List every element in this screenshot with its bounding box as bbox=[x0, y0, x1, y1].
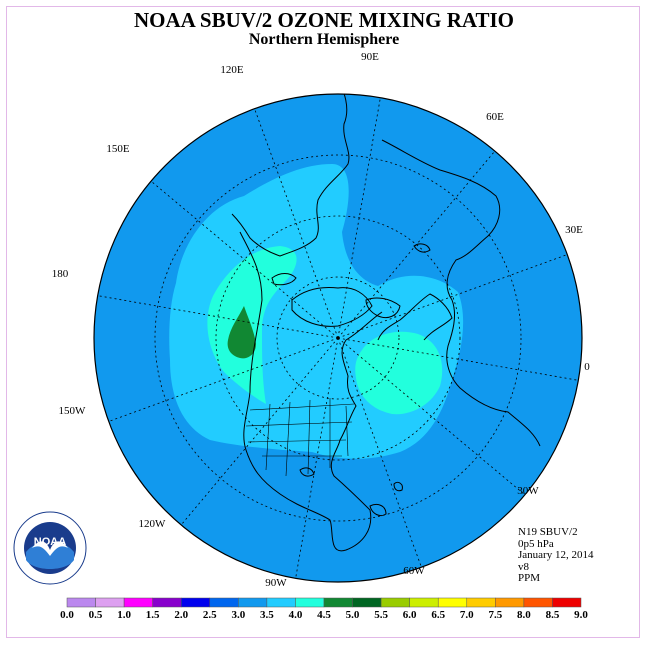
lon-label-180: 180 bbox=[52, 268, 69, 280]
lon-label-60w: 60W bbox=[403, 565, 425, 577]
longitude-labels: 90E 60E 30E 0 30W 60W 90W 120W 150W 180 … bbox=[52, 51, 591, 589]
colorbar-swatch bbox=[123, 597, 153, 608]
date-label: January 12, 2014 bbox=[518, 549, 594, 561]
meridian-line bbox=[295, 337, 339, 579]
colorbar-tick-label: 4.5 bbox=[317, 609, 331, 621]
colorbar-tick-label: 3.5 bbox=[260, 609, 274, 621]
colorbar-swatch bbox=[466, 597, 496, 608]
lon-label-90e: 90E bbox=[361, 51, 379, 63]
lon-label-120e: 120E bbox=[220, 64, 244, 76]
plot-frame bbox=[6, 6, 640, 638]
colorbar-swatch bbox=[352, 597, 382, 608]
contour-band-3-5-pacific bbox=[207, 246, 297, 404]
version-label: v8 bbox=[518, 560, 529, 573]
logo-text: NOAA bbox=[34, 536, 66, 548]
colorbar-swatch bbox=[66, 597, 96, 608]
colorbar-swatch bbox=[437, 597, 468, 608]
coastlines bbox=[231, 94, 541, 552]
graticule bbox=[154, 154, 522, 522]
colorbar-tick-label: 9.0 bbox=[574, 609, 588, 621]
meridian-line bbox=[108, 337, 339, 422]
map-title: NOAA SBUV/2 OZONE MIXING RATIO bbox=[134, 8, 514, 32]
satellite-label: N19 SBUV/2 bbox=[518, 526, 578, 538]
colorbar-tick-label: 8.0 bbox=[517, 609, 531, 621]
map-subtitle: Northern Hemisphere bbox=[248, 31, 400, 48]
contour-band-4-5-peak bbox=[227, 306, 256, 359]
units-label: PPM bbox=[518, 572, 541, 584]
colorbar-tick-label: 4.0 bbox=[289, 609, 303, 621]
lon-label-60e: 60E bbox=[486, 111, 504, 123]
colorbar-swatch bbox=[323, 597, 353, 608]
colorbar-swatches bbox=[66, 597, 582, 608]
lon-label-120w: 120W bbox=[139, 518, 167, 530]
colorbar-tick-label: 6.5 bbox=[431, 609, 445, 621]
colorbar-swatch bbox=[295, 597, 325, 608]
colorbar-swatch bbox=[238, 597, 268, 608]
colorbar-swatch bbox=[552, 597, 582, 608]
map-border bbox=[93, 93, 583, 583]
colorbar-swatch bbox=[95, 597, 125, 608]
colorbar-tick-label: 0.0 bbox=[60, 609, 74, 621]
lon-label-30e: 30E bbox=[565, 224, 583, 236]
colorbar-swatch bbox=[380, 597, 410, 608]
pressure-level-label: 0p5 hPa bbox=[518, 537, 554, 550]
colorbar-tick-label: 8.5 bbox=[546, 609, 560, 621]
meridian-line bbox=[337, 337, 422, 568]
contour-band-3-5-atlantic bbox=[355, 331, 443, 415]
meridian-line bbox=[337, 254, 568, 339]
colorbar-swatch bbox=[523, 597, 553, 608]
colorbar-tick-label: 6.0 bbox=[403, 609, 417, 621]
colorbar-tick-label: 5.5 bbox=[374, 609, 388, 621]
colorbar-swatch bbox=[495, 597, 525, 608]
meridian-line bbox=[337, 150, 496, 339]
lon-label-90w: 90W bbox=[265, 577, 287, 589]
meridian-line bbox=[337, 97, 381, 339]
lon-label-0: 0 bbox=[584, 361, 590, 373]
lon-label-150e: 150E bbox=[106, 143, 130, 155]
colorbar-swatch bbox=[266, 597, 296, 608]
colorbar-tick-label: 2.5 bbox=[203, 609, 217, 621]
state-boundaries bbox=[245, 398, 355, 477]
meridian-line bbox=[254, 108, 339, 339]
meridian-line bbox=[150, 180, 339, 339]
meridians bbox=[97, 97, 579, 579]
meridian-line bbox=[180, 337, 339, 526]
meridian-line bbox=[337, 337, 579, 381]
colorbar-swatch bbox=[152, 597, 182, 608]
metadata-block: N19 SBUV/2 0p5 hPa January 12, 2014 v8 P… bbox=[518, 526, 594, 585]
colorbar-swatch bbox=[180, 597, 211, 608]
lon-label-150w: 150W bbox=[59, 405, 87, 417]
colorbar-tick-label: 7.0 bbox=[460, 609, 474, 621]
colorbar-tick-label: 5.0 bbox=[346, 609, 360, 621]
colorbar-tick-label: 7.5 bbox=[488, 609, 502, 621]
colorbar-tick-label: 0.5 bbox=[89, 609, 103, 621]
colorbar-tick-label: 3.0 bbox=[231, 609, 245, 621]
colorbar-swatch bbox=[209, 597, 239, 608]
colorbar-tick-label: 1.0 bbox=[117, 609, 131, 621]
meridian-line bbox=[337, 337, 526, 496]
meridian-line bbox=[97, 295, 339, 339]
colorbar-tick-label: 2.0 bbox=[174, 609, 188, 621]
colorbar-swatch bbox=[409, 597, 439, 608]
lon-label-30w: 30W bbox=[517, 485, 539, 497]
colorbar-labels: 0.0 0.5 1.0 1.5 2.0 2.5 3.0 3.5 4.0 4.5 5.0 5.5 6.0 6… bbox=[60, 609, 588, 621]
colorbar-tick-label: 1.5 bbox=[146, 609, 160, 621]
noaa-logo: NOAA bbox=[13, 511, 87, 585]
